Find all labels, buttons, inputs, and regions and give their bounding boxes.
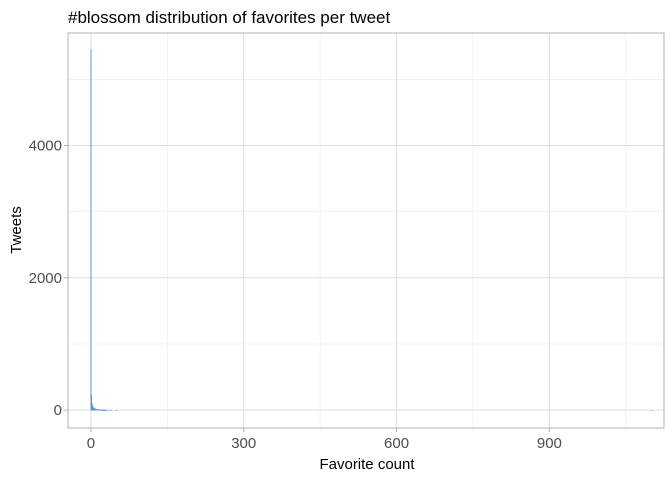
chart-title: #blossom distribution of favorites per t…	[68, 8, 390, 27]
minor-gridlines	[68, 33, 664, 428]
x-axis: 0 300 600 900	[87, 428, 562, 452]
y-axis-title: Tweets	[8, 206, 25, 254]
y-tick-label: 4000	[29, 137, 62, 154]
panel-border	[67, 32, 665, 429]
y-axis: 0 2000 4000	[29, 137, 68, 419]
plot-panel	[67, 32, 665, 429]
histogram-bar	[90, 394, 92, 411]
histogram-bar	[105, 409, 107, 411]
x-tick-label: 300	[231, 435, 256, 452]
histogram-bar	[115, 409, 117, 411]
x-tick-label: 900	[537, 435, 562, 452]
histogram-bar	[90, 49, 92, 411]
x-tick-label: 600	[384, 435, 409, 452]
histogram-bar	[110, 409, 112, 411]
histogram-bar	[108, 409, 110, 411]
histogram-bar	[650, 409, 652, 411]
y-tick-label: 0	[54, 402, 62, 419]
x-axis-title: Favorite count	[319, 456, 415, 473]
histogram-bars	[90, 49, 652, 411]
major-gridlines	[68, 33, 664, 428]
y-tick-label: 2000	[29, 270, 62, 287]
x-tick-label: 0	[87, 435, 95, 452]
